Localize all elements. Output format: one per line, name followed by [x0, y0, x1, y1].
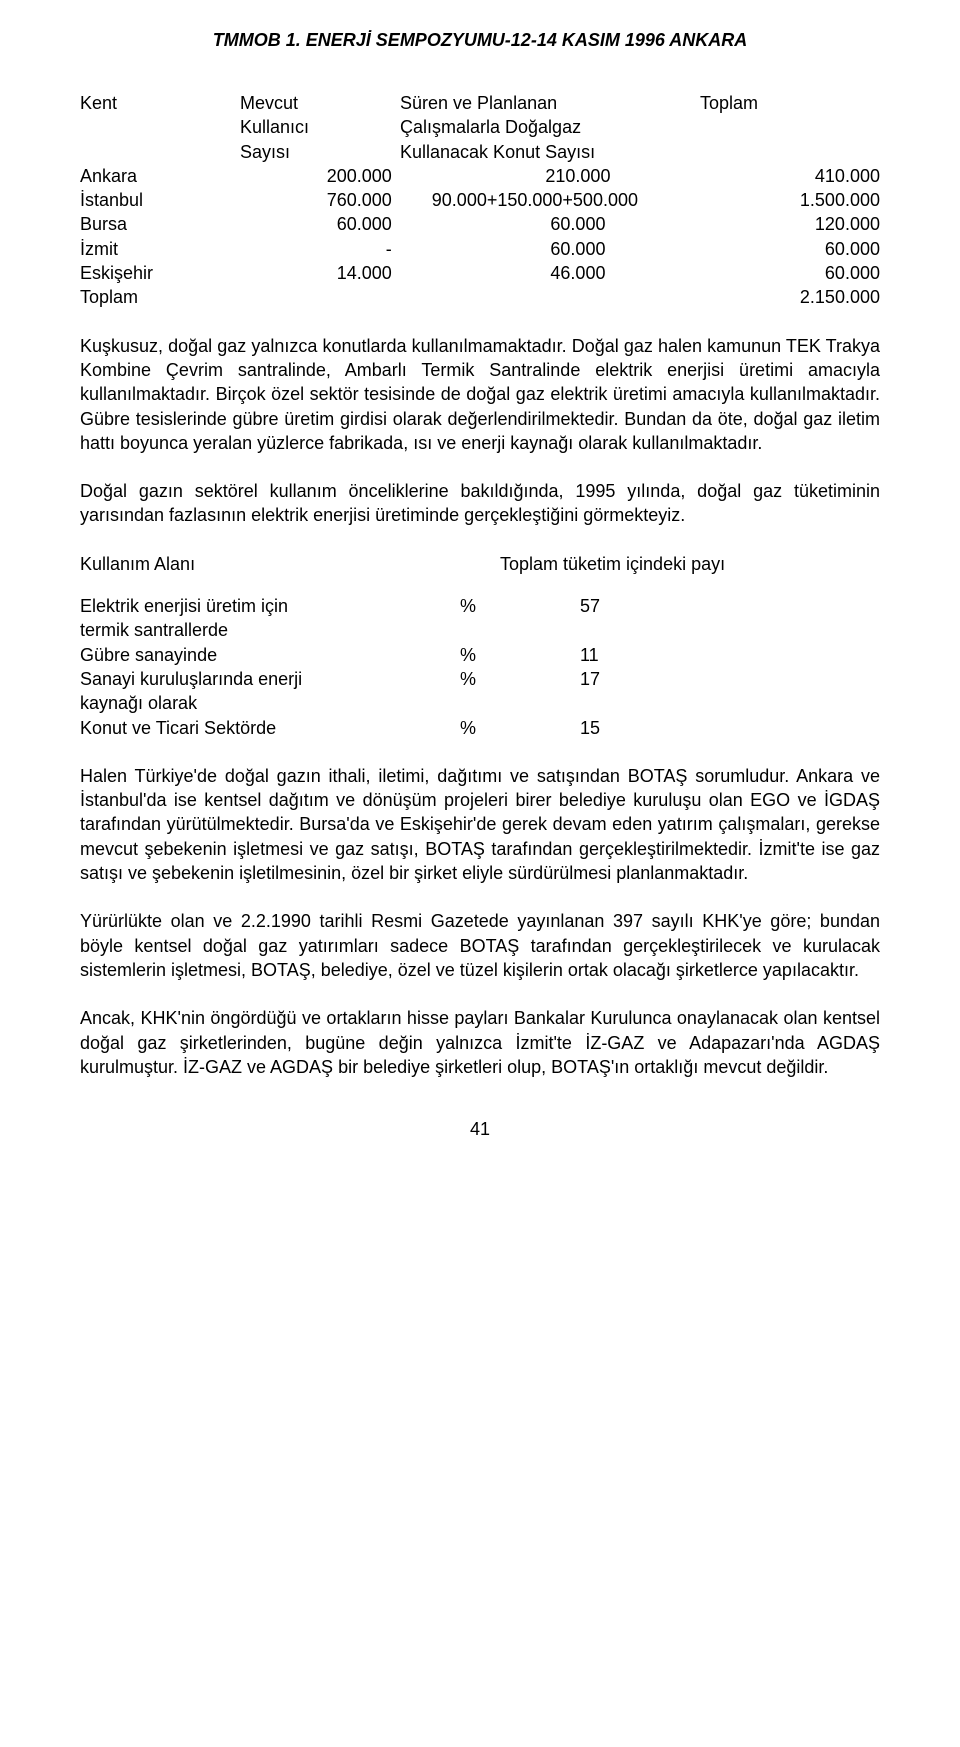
- col-kent-label: Kent: [80, 91, 240, 115]
- paragraph-1: Kuşkusuz, doğal gaz yalnızca konutlarda …: [80, 334, 880, 455]
- table-header-row: Kent Mevcut Süren ve Planlanan Toplam: [80, 91, 880, 115]
- cell-mevcut: [236, 285, 432, 309]
- cell-kent: Eskişehir: [80, 261, 236, 285]
- cell-label: Sanayi kuruluşlarında enerji: [80, 667, 460, 691]
- cellell-symbol: %: [460, 667, 580, 691]
- cell-kent: İzmit: [80, 237, 236, 261]
- page-number: 41: [80, 1119, 880, 1140]
- cell-mevcut: 60.000: [236, 212, 432, 236]
- paragraph-5: Ancak, KHK'nin öngördüğü ve ortakların h…: [80, 1006, 880, 1079]
- table-row: Bursa 60.000 60.000 120.000: [80, 212, 880, 236]
- cell-mevcut: 14.000: [236, 261, 432, 285]
- cell-blank: [460, 618, 580, 642]
- table-row: Eskişehir 14.000 46.000 60.000: [80, 261, 880, 285]
- cell-suren: 90.000+150.000+500.000: [432, 188, 724, 212]
- cell-blank: [580, 691, 700, 715]
- cell-value: 17: [580, 667, 700, 691]
- table2-header-c2: Toplam tüketim içindeki payı: [460, 552, 880, 576]
- table-row: termik santrallerde: [80, 618, 880, 642]
- table-header-row: Kullanıcı Çalışmalarla Doğalgaz: [80, 115, 880, 139]
- cell-label: kaynağı olarak: [80, 691, 460, 715]
- cell-mevcut: -: [236, 237, 432, 261]
- cell-kent: İstanbul: [80, 188, 236, 212]
- col-suren-label-l3: Kullanacak Konut Sayısı: [400, 140, 700, 164]
- cell-kent: Ankara: [80, 164, 236, 188]
- cell-suren: [432, 285, 724, 309]
- cell-label: Konut ve Ticari Sektörde: [80, 716, 460, 740]
- page-header: TMMOB 1. ENERJİ SEMPOZYUMU-12-14 KASIM 1…: [80, 30, 880, 51]
- paragraph-4: Yürürlükte olan ve 2.2.1990 tarihli Resm…: [80, 909, 880, 982]
- table-row: Ankara 200.000 210.000 410.000: [80, 164, 880, 188]
- cell-toplam: 410.000: [724, 164, 880, 188]
- city-gas-table: Kent Mevcut Süren ve Planlanan Toplam Ku…: [80, 91, 880, 310]
- table-row: Konut ve Ticari Sektörde % 15: [80, 716, 880, 740]
- table-row: kaynağı olarak: [80, 691, 880, 715]
- col-blank: [80, 115, 240, 139]
- table-row: Gübre sanayinde % 11: [80, 643, 880, 667]
- cell-symbol: %: [460, 643, 580, 667]
- paragraph-2: Doğal gazın sektörel kullanım öncelikler…: [80, 479, 880, 528]
- cell-blank: [580, 618, 700, 642]
- document-page: TMMOB 1. ENERJİ SEMPOZYUMU-12-14 KASIM 1…: [0, 0, 960, 1190]
- cell-symbol: %: [460, 716, 580, 740]
- cell-value: 15: [580, 716, 700, 740]
- col-toplam-label: Toplam: [700, 91, 860, 115]
- table-row: İstanbul 760.000 90.000+150.000+500.000 …: [80, 188, 880, 212]
- table-row: Toplam 2.150.000: [80, 285, 880, 309]
- col-blank: [700, 115, 860, 139]
- col-suren-label-l2: Çalışmalarla Doğalgaz: [400, 115, 700, 139]
- cell-mevcut: 200.000: [236, 164, 432, 188]
- paragraph-3: Halen Türkiye'de doğal gazın ithali, ile…: [80, 764, 880, 885]
- col-mevcut-label-l1: Mevcut: [240, 91, 400, 115]
- cell-toplam: 1.500.000: [724, 188, 880, 212]
- cell-label: Gübre sanayinde: [80, 643, 460, 667]
- cell-mevcut: 760.000: [236, 188, 432, 212]
- cell-label: Elektrik enerjisi üretim için: [80, 594, 460, 618]
- cell-value: 57: [580, 594, 700, 618]
- col-blank: [700, 140, 860, 164]
- col-blank: [80, 140, 240, 164]
- table-row: Elektrik enerjisi üretim için % 57: [80, 594, 880, 618]
- cell-label: termik santrallerde: [80, 618, 460, 642]
- table2-header-c1: Kullanım Alanı: [80, 552, 460, 576]
- cell-blank: [460, 691, 580, 715]
- cell-toplam: 2.150.000: [724, 285, 880, 309]
- col-suren-label-l1: Süren ve Planlanan: [400, 91, 700, 115]
- col-mevcut-label-l3: Sayısı: [240, 140, 400, 164]
- cell-toplam: 120.000: [724, 212, 880, 236]
- table-row: Sanayi kuruluşlarında enerji % 17: [80, 667, 880, 691]
- cell-toplam: 60.000: [724, 261, 880, 285]
- cell-suren: 46.000: [432, 261, 724, 285]
- cell-kent: Toplam: [80, 285, 236, 309]
- usage-share-table: Kullanım Alanı Toplam tüketim içindeki p…: [80, 552, 880, 740]
- table2-header: Kullanım Alanı Toplam tüketim içindeki p…: [80, 552, 880, 576]
- header-title: TMMOB 1. ENERJİ SEMPOZYUMU-12-14 KASIM 1…: [213, 30, 747, 50]
- cell-symbol: %: [460, 594, 580, 618]
- table-header-row: Sayısı Kullanacak Konut Sayısı: [80, 140, 880, 164]
- cell-suren: 60.000: [432, 212, 724, 236]
- cell-suren: 210.000: [432, 164, 724, 188]
- cell-toplam: 60.000: [724, 237, 880, 261]
- col-mevcut-label-l2: Kullanıcı: [240, 115, 400, 139]
- cell-value: 11: [580, 643, 700, 667]
- cell-kent: Bursa: [80, 212, 236, 236]
- table-row: İzmit - 60.000 60.000: [80, 237, 880, 261]
- cell-suren: 60.000: [432, 237, 724, 261]
